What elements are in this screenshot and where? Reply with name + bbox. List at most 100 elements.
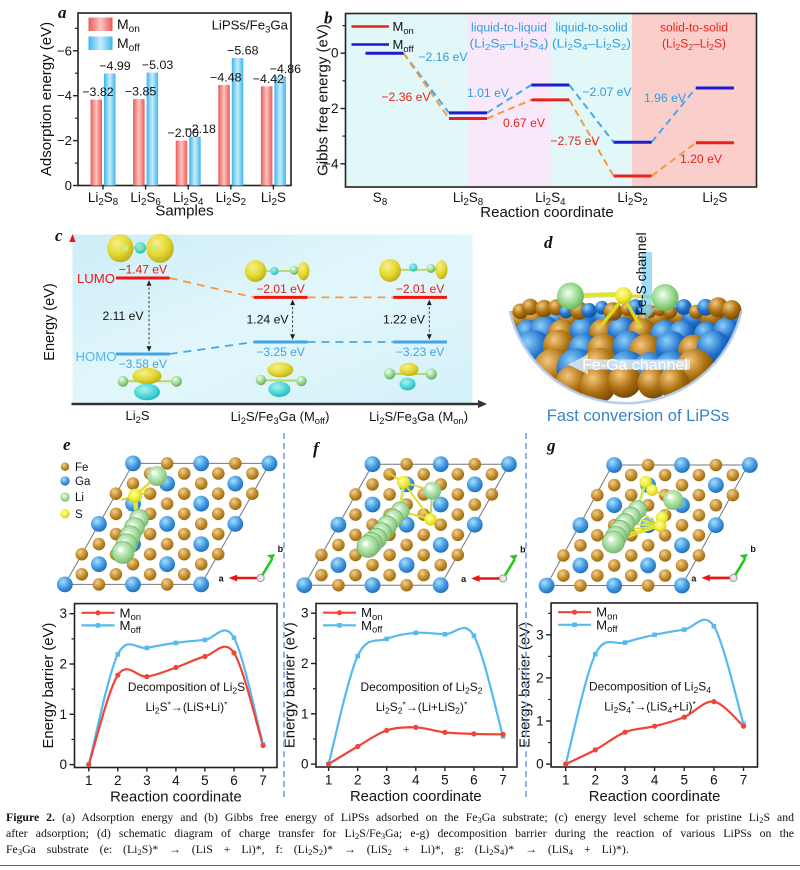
svg-text:3: 3 [143,773,151,788]
svg-text:Ga: Ga [75,476,91,488]
svg-text:Li2 S4: Li2 S4 [535,190,566,208]
svg-text:Reaction coordinate: Reaction coordinate [349,789,481,805]
svg-text:1.20 eV: 1.20 eV [680,152,723,166]
svg-text:b: b [278,544,284,554]
svg-text:Moff: Moff [393,37,414,54]
svg-text:Mon: Mon [361,605,383,623]
svg-text:Decomposition of Li2 S2: Decomposition of Li2 S2 [360,680,482,696]
svg-text:Li2 S/Fe3 Ga (Moff ): Li2 S/Fe3 Ga (Moff ) [231,409,330,426]
svg-text:Li2 S: Li2 S [702,190,727,208]
svg-text:2: 2 [592,773,600,788]
svg-text:1: 1 [59,707,67,722]
svg-text:1.01 eV: 1.01 eV [467,86,510,100]
svg-text:0: 0 [331,46,339,61]
svg-text:Li2 S: Li2 S [261,190,286,208]
svg-text:Gibbs free energy (eV): Gibbs free energy (eV) [315,24,332,176]
svg-text:Reaction coordinate: Reaction coordinate [589,789,721,805]
svg-text:Samples: Samples [155,203,213,220]
svg-text:Mon: Mon [120,605,142,623]
svg-text:−1.47 eV: −1.47 eV [119,263,167,277]
svg-text:Li2 S8: Li2 S8 [453,190,483,208]
svg-text:−5.68: −5.68 [227,44,258,58]
svg-text:HOMO: HOMO [75,349,116,364]
svg-text:4: 4 [412,773,420,788]
svg-text:−3.82: −3.82 [82,85,113,99]
svg-text:−2.07 eV: −2.07 eV [582,85,632,99]
svg-text:−3.25 eV: −3.25 eV [256,345,304,359]
svg-text:1: 1 [562,773,570,788]
svg-text:3: 3 [621,773,629,788]
svg-text:1: 1 [300,706,308,721]
svg-text:3: 3 [59,606,67,621]
svg-text:2: 2 [353,773,361,788]
svg-text:Li2 S8: Li2 S8 [88,190,118,208]
svg-text:Moff: Moff [117,35,140,54]
svg-text:−2.36 eV: −2.36 eV [381,90,431,104]
svg-text:−2.75 eV: −2.75 eV [550,134,600,148]
svg-text:−4.99: −4.99 [99,59,130,73]
svg-text:−2.16 eV: −2.16 eV [418,50,468,64]
svg-text:6: 6 [470,773,478,788]
svg-text:S8: S8 [373,190,387,208]
svg-text:Li2 S2: Li2 S2 [617,190,647,208]
svg-text:5: 5 [441,773,449,788]
svg-text:2.11 eV: 2.11 eV [102,309,144,323]
svg-text:−4: −4 [323,156,339,171]
svg-text:a: a [461,574,467,584]
svg-text:LUMO: LUMO [77,271,115,286]
svg-text:Fe: Fe [75,462,88,474]
svg-text:b: b [750,544,756,554]
svg-text:−3.58 eV: −3.58 eV [119,357,167,371]
svg-text:−4: −4 [57,88,72,103]
svg-text:e: e [63,435,71,454]
svg-text:−3.85: −3.85 [125,85,156,99]
svg-text:S: S [75,509,83,521]
svg-text:Fast conversion of LiPSs: Fast conversion of LiPSs [547,407,730,425]
svg-text:0.67 eV: 0.67 eV [503,116,546,130]
svg-text:Li2 S4: Li2 S4 [173,190,204,208]
svg-text:liquid-to-liquid: liquid-to-liquid [471,21,547,35]
svg-text:a: a [219,574,225,584]
svg-text:1.24 eV: 1.24 eV [246,313,289,327]
svg-text:1: 1 [536,714,544,729]
svg-text:7: 7 [499,773,507,788]
svg-text:a: a [58,3,67,22]
svg-text:liquid-to-solid: liquid-to-solid [556,21,628,35]
svg-text:f: f [313,439,321,458]
svg-text:Fe-Ga channel: Fe-Ga channel [582,357,688,374]
svg-text:(Li2 S8 –Li2 S4 ): (Li 2 S8 –Li 2 S4 ) [470,37,549,53]
svg-text:−4.42: −4.42 [253,72,284,86]
svg-text:Energy barrier (eV): Energy barrier (eV) [41,623,57,749]
svg-text:Moff: Moff [596,617,618,635]
svg-text:Fe-S channel: Fe-S channel [633,232,649,315]
svg-text:b: b [324,9,333,28]
svg-text:−2.01 eV: −2.01 eV [396,282,444,296]
svg-text:Adsorption energy (eV): Adsorption energy (eV) [38,22,55,176]
svg-text:2: 2 [300,656,308,671]
svg-text:4: 4 [172,773,180,788]
svg-text:Li2 S* →(LiS+Li)*: Li2 S* →(LiS+Li)* [146,699,229,715]
svg-text:3: 3 [382,773,390,788]
svg-text:3: 3 [300,606,308,621]
svg-text:solid-to-solid: solid-to-solid [660,21,728,35]
svg-text:1.96 eV: 1.96 eV [644,91,687,105]
svg-text:7: 7 [259,773,267,788]
svg-text:c: c [55,226,63,245]
svg-text:2: 2 [114,773,122,788]
svg-text:−3.23 eV: −3.23 eV [396,345,444,359]
svg-text:6: 6 [710,773,718,788]
svg-text:Li2 S: Li2 S [125,408,149,425]
svg-text:Energy barrier (eV): Energy barrier (eV) [282,622,298,748]
svg-text:6: 6 [230,773,238,788]
svg-text:Reaction coordinate: Reaction coordinate [110,790,242,806]
svg-text:0: 0 [300,757,308,772]
svg-text:−2.01 eV: −2.01 eV [256,282,304,296]
svg-text:Mon: Mon [117,16,140,35]
svg-text:g: g [546,436,556,455]
svg-text:Li2 S2 * →(Li+LiS2 )*: Li2 S2 * →(Li+LiS2 )* [375,699,467,715]
svg-text:−2: −2 [57,133,72,148]
svg-text:2: 2 [536,670,544,685]
svg-text:3: 3 [536,627,544,642]
svg-text:7: 7 [740,773,748,788]
svg-text:5: 5 [201,773,209,788]
